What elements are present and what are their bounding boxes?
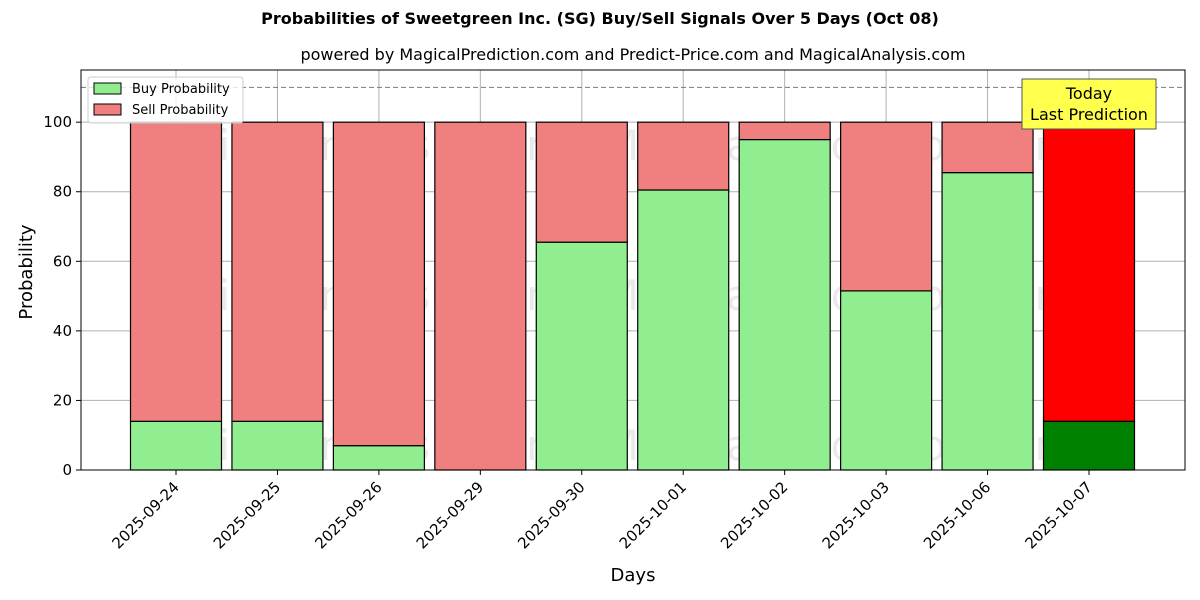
x-tick-label: 2025-09-30	[514, 478, 588, 552]
y-axis-label: Probability	[16, 224, 37, 319]
today-annotation-box	[1021, 78, 1157, 130]
sell-bar	[129, 121, 223, 422]
y-tick-label: 20	[53, 391, 72, 409]
buy-bar	[129, 420, 223, 471]
today-annotation-line2: Last Prediction	[1030, 105, 1148, 124]
chart-title: Probabilities of Sweetgreen Inc. (SG) Bu…	[261, 9, 939, 28]
x-tick-label: 2025-09-24	[108, 478, 182, 552]
legend-label-buy: Buy Probability	[132, 82, 230, 97]
x-tick-label: 2025-10-03	[819, 478, 893, 552]
buy-bar	[941, 172, 1034, 471]
x-tick-label: 2025-09-26	[311, 478, 385, 552]
x-tick-label: 2025-09-29	[413, 478, 487, 552]
sell-bar	[840, 121, 933, 292]
buy-bar	[840, 290, 933, 471]
bar-layer	[129, 121, 1136, 471]
legend: Buy Probability Sell Probability	[87, 76, 244, 124]
sell-bar	[941, 121, 1034, 174]
today-annotation: Today Last Prediction	[1021, 78, 1157, 130]
buy-bar	[1042, 420, 1136, 471]
y-tick-label: 60	[53, 252, 72, 270]
buy-bar	[231, 420, 324, 471]
x-tick-label: 2025-10-06	[920, 478, 994, 552]
today-annotation-line1: Today	[1065, 84, 1112, 103]
chart-subtitle: powered by MagicalPrediction.com and Pre…	[300, 45, 966, 64]
x-tick-label: 2025-10-02	[717, 478, 791, 552]
sell-bar	[332, 121, 425, 447]
buy-bar	[535, 241, 628, 471]
y-tick-label: 0	[62, 461, 72, 479]
x-tick-label: 2025-10-07	[1021, 478, 1095, 552]
y-tick-label: 40	[53, 322, 72, 340]
sell-bar	[738, 121, 831, 141]
sell-bar	[231, 121, 324, 422]
sell-bar	[1042, 121, 1136, 422]
legend-label-sell: Sell Probability	[132, 103, 229, 118]
buy-bar	[332, 445, 425, 471]
y-tick-label: 80	[53, 183, 72, 201]
sell-bar	[535, 121, 628, 243]
y-tick-label: 100	[43, 113, 72, 131]
x-axis-label: Days	[611, 565, 656, 586]
sell-bar	[434, 121, 527, 471]
legend-swatch-sell	[93, 103, 122, 116]
legend-box	[87, 76, 244, 124]
sell-bar	[637, 121, 730, 191]
x-tick-label: 2025-10-01	[616, 478, 690, 552]
x-tick-label: 2025-09-25	[210, 478, 284, 552]
legend-swatch-buy	[93, 82, 122, 95]
buy-bar	[637, 189, 730, 471]
buy-bar	[738, 138, 831, 471]
plot-frame	[80, 69, 1186, 471]
